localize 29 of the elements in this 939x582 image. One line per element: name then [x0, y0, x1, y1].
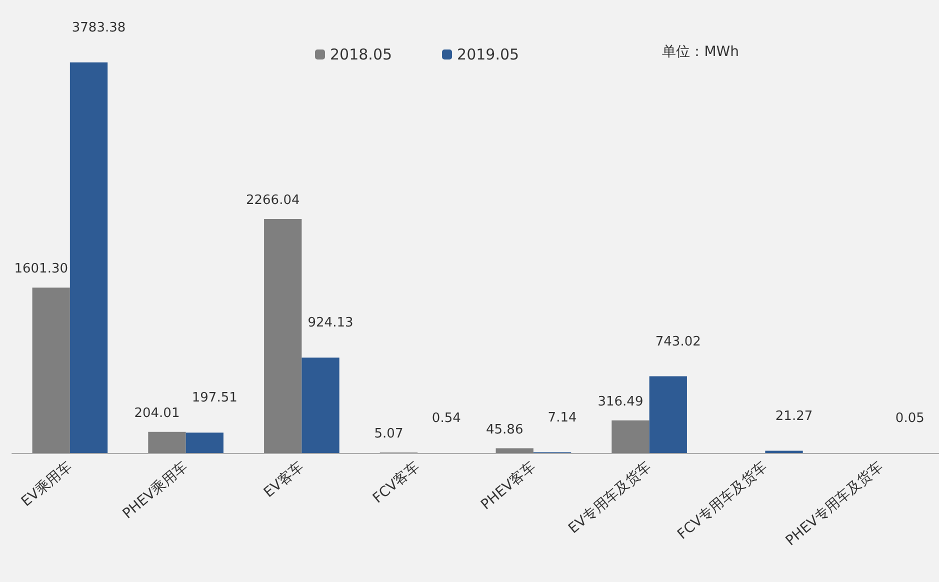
- bar: [649, 376, 687, 453]
- data-label: 7.14: [548, 410, 577, 426]
- data-label: 924.13: [308, 316, 354, 331]
- data-label: 204.01: [134, 406, 180, 421]
- legend-label: 2019.05: [457, 46, 520, 64]
- data-label: 2266.04: [246, 193, 300, 208]
- data-label: 5.07: [374, 426, 404, 442]
- legend-label: 2018.05: [330, 46, 392, 64]
- data-label: 316.49: [598, 394, 644, 410]
- data-label: 1601.30: [14, 262, 68, 277]
- bar: [264, 219, 302, 453]
- bar: [612, 420, 650, 453]
- data-label: 0.05: [895, 410, 924, 426]
- data-label: 743.02: [655, 334, 701, 350]
- data-label: 0.54: [432, 410, 461, 426]
- data-label: 21.27: [775, 408, 813, 424]
- bar: [186, 432, 224, 453]
- x-tick-label: EV乘用车: [18, 458, 76, 510]
- x-tick-label: EV客车: [260, 458, 307, 501]
- data-label: 45.86: [486, 422, 524, 438]
- x-tick-label: EV专用车及货车: [566, 458, 654, 537]
- bar: [302, 358, 340, 453]
- text: 单位：MWh: [662, 44, 739, 60]
- data-label: 197.51: [192, 390, 238, 406]
- bar: [32, 288, 70, 453]
- bar: [148, 432, 186, 453]
- data-label: 3783.38: [72, 20, 126, 36]
- bar: [70, 62, 108, 453]
- bar: [496, 448, 534, 453]
